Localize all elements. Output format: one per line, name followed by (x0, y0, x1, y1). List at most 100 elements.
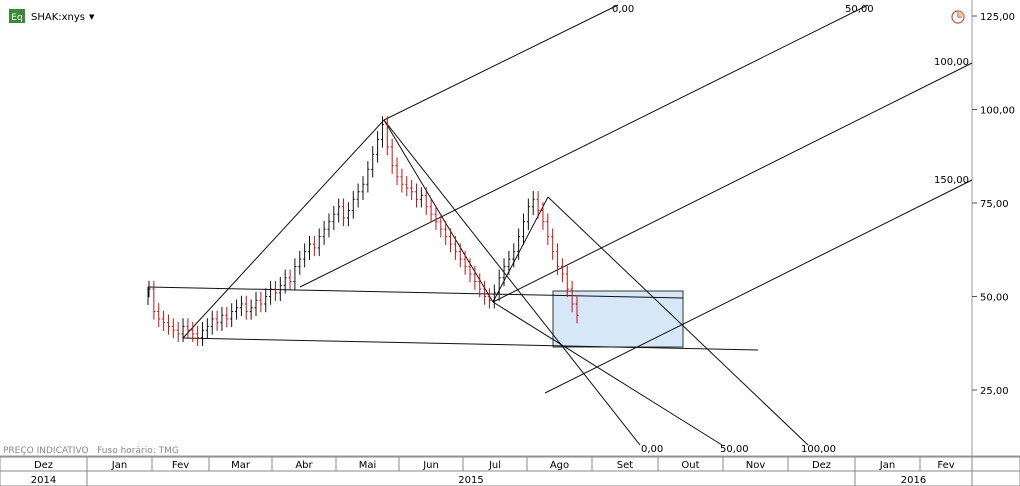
price-bar (546, 213, 550, 245)
price-bar (220, 306, 224, 331)
equity-badge-text: Eq (11, 13, 22, 23)
price-bar (162, 310, 166, 331)
price-bar (210, 310, 214, 335)
fan-line-0 (383, 4, 619, 121)
month-label: Ago (550, 460, 569, 471)
highlight-rectangle[interactable] (552, 290, 684, 348)
y-tick-label: 100,00 (980, 106, 1015, 117)
price-bar (361, 176, 365, 201)
bottom-fan-label-0: 0,00 (641, 444, 663, 455)
month-label: Set (617, 460, 634, 471)
price-bar (351, 191, 355, 219)
parallel-line-100 (547, 196, 809, 446)
price-bar (322, 220, 326, 245)
price-bar (541, 202, 545, 230)
price-bar (395, 157, 399, 186)
price-bar (230, 303, 234, 328)
price-bar (385, 116, 389, 156)
price-bar (380, 116, 384, 148)
price-bar (405, 176, 409, 197)
price-bar (497, 269, 501, 301)
price-bar (507, 250, 511, 275)
month-label: Fev (937, 460, 954, 471)
clock-icon[interactable] (951, 10, 965, 24)
price-bar (259, 292, 263, 313)
bottom-fan-label-100: 100,00 (801, 444, 836, 455)
price-bar (356, 183, 360, 208)
fan-label-50: 50,00 (845, 4, 874, 15)
price-bar (273, 280, 277, 301)
time-axis-row (0, 456, 1020, 472)
drawing-lines (147, 4, 973, 446)
price-bar (522, 213, 525, 245)
channel-top-line (147, 286, 684, 299)
price-bar (312, 235, 316, 257)
price-bar (244, 295, 248, 320)
month-label: Jan (111, 460, 127, 471)
month-label: Dez (812, 460, 831, 471)
y-tick-label: 25,00 (980, 386, 1009, 397)
price-bar (424, 187, 428, 215)
price-bar (410, 179, 414, 201)
parallel-line-0 (383, 119, 641, 446)
price-bar (415, 183, 418, 208)
price-bar (317, 228, 321, 257)
time-axis[interactable]: Dez Jan Fev Mar Abr Mai Jun Jul Ago Set Out Nov Dez J… (0, 456, 1020, 486)
price-bar (473, 265, 477, 290)
pivot-connector-1 (182, 119, 385, 339)
price-bar (371, 146, 375, 178)
price-bar (560, 258, 564, 283)
price-bar (191, 321, 195, 343)
price-bar (303, 243, 307, 268)
price-bar (235, 299, 239, 320)
price-bar (283, 269, 287, 294)
price-bar (308, 235, 311, 260)
price-bar (186, 318, 190, 339)
price-bar (536, 191, 540, 219)
price-bar (483, 280, 487, 305)
year-label: 2016 (901, 475, 926, 486)
price-bar (526, 198, 530, 230)
price-bar (176, 321, 180, 343)
price-bar (278, 277, 282, 301)
price-bar (478, 273, 482, 298)
time-axis-row (0, 470, 1020, 486)
price-bar (157, 303, 161, 328)
symbol-dropdown-icon[interactable]: ▼ (89, 13, 95, 21)
price-bar (449, 228, 453, 253)
price-bar (171, 318, 175, 339)
price-bar (468, 258, 472, 283)
price-bar (225, 306, 229, 328)
symbol-label[interactable]: SHAK:xnys (31, 12, 85, 23)
price-bar (434, 205, 438, 230)
fan-label-0: 0,00 (612, 4, 634, 15)
price-bar (556, 243, 560, 275)
price-bar (205, 318, 209, 339)
price-bar (458, 243, 462, 268)
price-bar (254, 292, 258, 316)
price-bar (288, 269, 292, 290)
month-label: Mar (231, 460, 251, 471)
year-label: 2015 (458, 475, 483, 486)
price-bar (337, 198, 341, 223)
price-bar (152, 280, 156, 320)
price-bar (463, 250, 467, 275)
fan-line-150 (544, 179, 973, 394)
bottom-fan-label-50: 50,00 (720, 444, 749, 455)
price-bar (332, 205, 336, 230)
price-bar (400, 168, 404, 193)
y-tick-label: 125,00 (980, 12, 1015, 23)
price-bar (147, 280, 151, 298)
price-bar (181, 318, 185, 343)
month-label: Jun (422, 460, 439, 471)
price-bar (551, 228, 555, 260)
price-bar (342, 198, 346, 227)
price-bar (419, 187, 423, 208)
fan-label-150: 150,00 (934, 175, 969, 186)
month-label: Jan (879, 460, 895, 471)
y-tick-label: 75,00 (980, 199, 1009, 210)
price-bar (390, 138, 394, 174)
month-label: Mai (359, 460, 377, 471)
price-bar (264, 288, 268, 313)
